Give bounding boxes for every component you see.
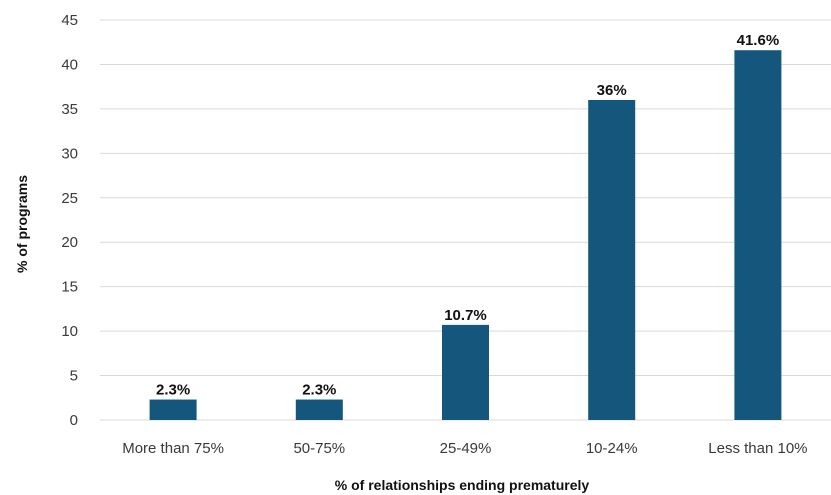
y-tick-label: 5 [70,368,78,385]
y-tick-label: 25 [61,190,78,207]
data-label: 2.3% [302,382,336,399]
y-tick-label: 45 [61,12,78,29]
bar [588,100,636,420]
y-tick-label: 40 [61,56,78,73]
y-tick-label: 15 [61,279,78,296]
bars [149,50,782,420]
bar [149,399,197,420]
data-label: 10.7% [444,307,487,324]
data-labels: 2.3% 2.3% 10.7% 36% 41.6% [156,32,779,398]
x-tick-label: Less than 10% [708,440,807,457]
x-axis-ticks: More than 75% 50-75% 25-49% 10-24% Less than… [122,440,807,457]
bar [442,324,489,420]
y-axis-title: % of programs [14,175,30,273]
x-tick-label: 25-49% [440,440,492,457]
bar [295,399,343,420]
y-tick-label: 10 [61,323,78,340]
x-tick-label: 10-24% [586,440,638,457]
x-axis-title: % of relationships ending prematurely [335,477,590,493]
data-label: 2.3% [156,382,190,399]
y-tick-label: 35 [61,101,78,118]
y-axis-ticks: 0 5 10 15 20 25 30 35 40 45 [61,12,78,429]
bar [734,50,782,420]
data-label: 36% [597,82,627,99]
x-tick-label: 50-75% [293,440,345,457]
y-tick-label: 20 [61,234,78,251]
gridlines [100,19,831,421]
data-label: 41.6% [737,32,780,49]
y-tick-label: 0 [70,412,78,429]
y-tick-label: 30 [61,145,78,162]
x-tick-label: More than 75% [122,440,224,457]
